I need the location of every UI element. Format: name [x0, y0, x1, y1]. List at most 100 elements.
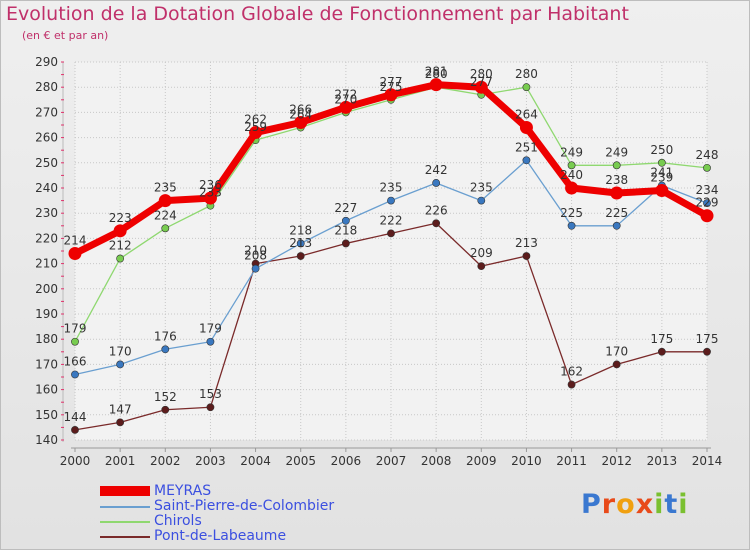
y-tick-label: 290	[35, 55, 58, 69]
x-tick-label: 2014	[692, 454, 723, 468]
data-label: 170	[109, 344, 132, 358]
x-tick-label: 2005	[285, 454, 316, 468]
data-point	[161, 224, 170, 233]
data-label: 233	[199, 186, 222, 200]
data-point	[703, 199, 711, 208]
data-label: 214	[64, 234, 87, 248]
data-label: 277	[380, 75, 403, 89]
data-label: 175	[696, 332, 719, 346]
x-tick-label: 2000	[60, 454, 91, 468]
data-point	[339, 100, 353, 114]
logo-letter: r	[601, 489, 617, 520]
x-tick-label: 2007	[376, 454, 407, 468]
y-tick-label: 200	[35, 282, 58, 296]
x-tick-label: 2010	[511, 454, 542, 468]
data-label: 280	[425, 67, 448, 81]
data-point	[296, 252, 305, 260]
data-label: 264	[289, 108, 312, 122]
logo-letter: x	[635, 489, 655, 520]
data-label: 262	[244, 113, 267, 127]
y-tick-label: 190	[35, 307, 58, 321]
data-point	[249, 126, 263, 140]
data-label: 225	[605, 206, 628, 220]
logo-letter: i	[678, 489, 689, 520]
data-point	[567, 380, 576, 389]
y-tick-label: 170	[35, 357, 58, 371]
data-point	[567, 161, 576, 170]
data-label: 229	[696, 196, 719, 210]
data-label: 218	[334, 223, 357, 237]
logo-letter: i	[654, 489, 665, 520]
data-point	[657, 347, 666, 356]
x-tick-label: 2003	[195, 454, 226, 468]
data-point	[206, 337, 215, 346]
data-label: 179	[199, 322, 222, 336]
data-point	[341, 216, 350, 225]
y-tick-label: 160	[35, 383, 58, 397]
data-point	[203, 191, 217, 205]
data-label: 152	[154, 390, 177, 404]
data-label: 225	[560, 206, 583, 220]
y-tick-label: 150	[35, 408, 58, 422]
y-tick-label: 230	[35, 206, 58, 220]
data-point	[68, 247, 82, 261]
data-label: 144	[64, 410, 87, 424]
y-tick-label: 220	[35, 231, 58, 245]
chart-title: Evolution de la Dotation Globale de Fonc…	[6, 3, 629, 25]
data-label: 213	[515, 236, 538, 250]
data-point	[519, 121, 533, 135]
data-point	[113, 224, 127, 238]
data-point	[700, 209, 714, 223]
data-label: 266	[289, 102, 312, 116]
data-label: 213	[289, 236, 312, 250]
data-point	[522, 252, 531, 260]
data-label: 272	[334, 87, 357, 101]
x-tick-label: 2001	[105, 454, 136, 468]
data-label: 259	[244, 120, 267, 134]
data-label: 222	[380, 213, 403, 227]
data-point	[655, 184, 669, 198]
data-point	[296, 239, 305, 248]
data-point	[565, 181, 579, 195]
data-label: 176	[154, 329, 177, 343]
data-point	[477, 196, 486, 205]
y-tick-label: 210	[35, 257, 58, 271]
data-label: 234	[696, 183, 719, 197]
data-label: 179	[64, 322, 87, 336]
data-label: 241	[650, 165, 673, 179]
data-label: 242	[425, 163, 448, 177]
data-point	[612, 161, 621, 170]
y-tick-label: 270	[35, 105, 58, 119]
data-point	[387, 229, 395, 238]
data-label: 210	[244, 244, 267, 258]
data-point	[294, 115, 308, 129]
x-tick-label: 2008	[421, 454, 452, 468]
x-tick-label: 2009	[466, 454, 497, 468]
data-point	[612, 360, 621, 369]
legend-swatch	[100, 536, 150, 538]
data-point	[432, 219, 441, 228]
data-label: 235	[470, 181, 493, 195]
data-label: 277	[470, 75, 493, 89]
data-label: 166	[64, 354, 87, 368]
data-label: 223	[109, 211, 132, 225]
data-point	[612, 221, 621, 230]
data-label: 264	[515, 108, 538, 122]
data-label: 236	[199, 178, 222, 192]
data-label: 239	[650, 171, 673, 185]
data-point	[387, 196, 395, 205]
data-label: 240	[560, 168, 583, 182]
data-point	[657, 158, 666, 167]
y-tick-label: 250	[35, 156, 58, 170]
data-label: 224	[154, 208, 177, 222]
legend-swatch	[100, 486, 150, 496]
data-label: 227	[334, 201, 357, 215]
data-label: 212	[109, 239, 132, 253]
logo-letter: o	[616, 489, 636, 520]
data-point	[703, 347, 711, 356]
data-label: 270	[334, 92, 357, 106]
data-label: 235	[380, 181, 403, 195]
y-tick-label: 140	[35, 433, 58, 447]
data-point	[71, 337, 79, 346]
x-tick-label: 2006	[331, 454, 362, 468]
